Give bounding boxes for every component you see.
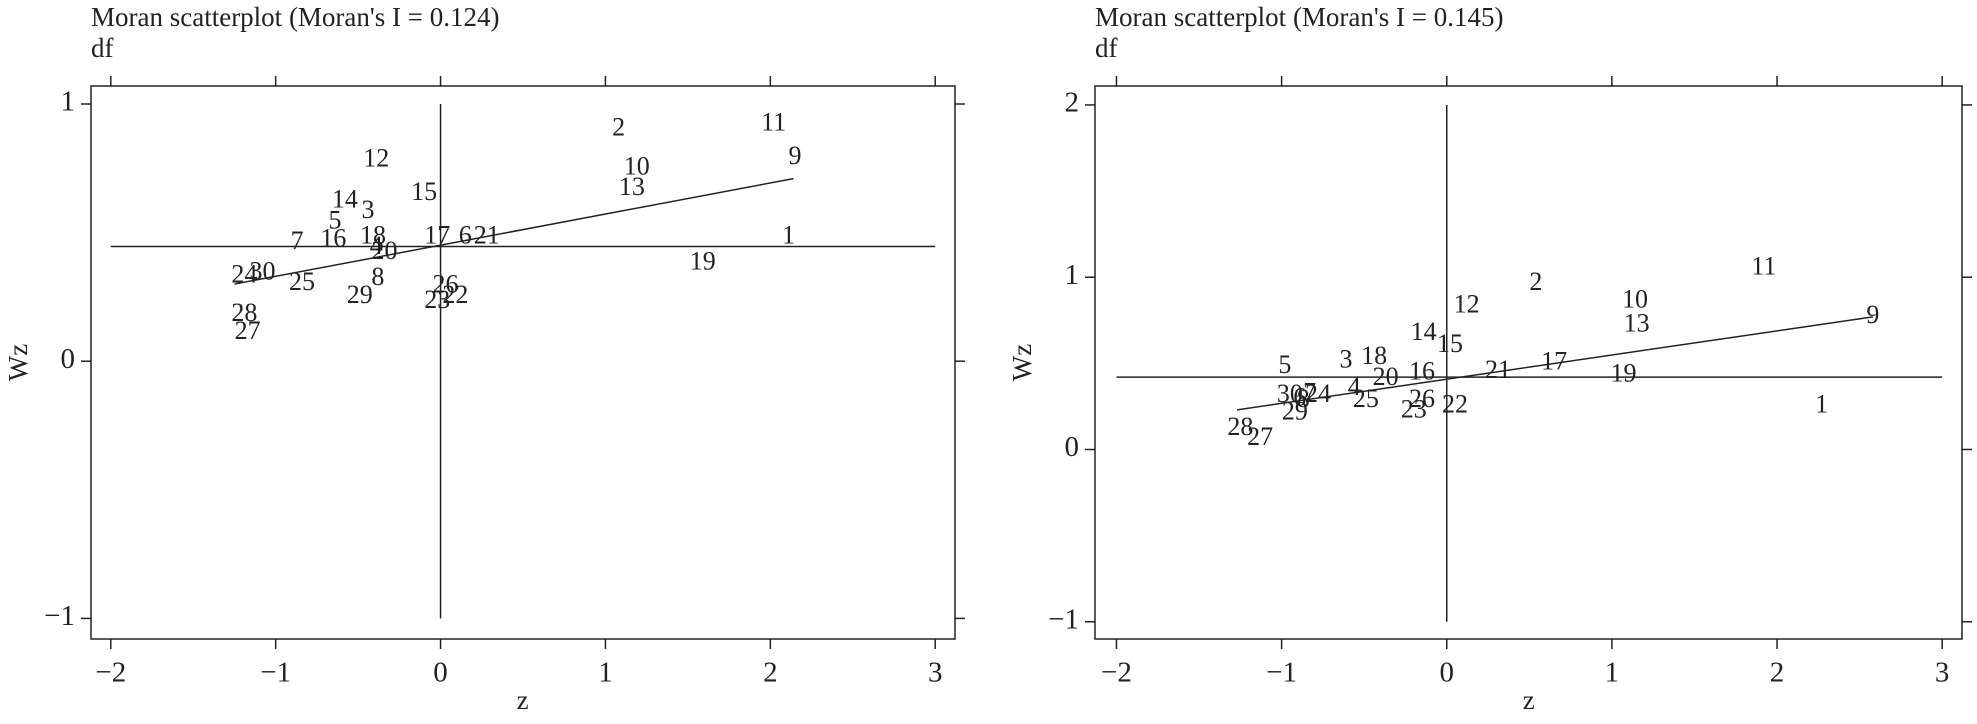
point-label: 6	[1293, 383, 1306, 412]
point-label: 25	[1353, 384, 1379, 413]
x-tick-label: 3	[1935, 657, 1950, 689]
fit-line	[234, 177, 794, 285]
point-label: 28	[231, 298, 257, 327]
point-label: 8	[371, 262, 384, 291]
point-label: 19	[690, 246, 716, 275]
y-tick-label: −1	[44, 600, 75, 632]
point-label: 6	[459, 221, 472, 250]
point-label: 12	[1454, 289, 1480, 318]
x-axis-label: z	[1523, 685, 1535, 715]
point-label: 22	[442, 280, 468, 309]
fit-line	[1236, 316, 1873, 411]
x-tick-label: −1	[1266, 657, 1297, 689]
point-label: 1	[782, 221, 795, 250]
scatter-chart: Moran scatterplot (Moran's I = 0.124)df −…	[3, 2, 965, 715]
x-tick-label: 0	[433, 657, 448, 689]
y-axis-label: Wz	[3, 344, 33, 381]
x-tick-label: −2	[1101, 657, 1132, 689]
point-label: 3	[1340, 345, 1353, 374]
point-label: 21	[1485, 355, 1511, 384]
x-tick-label: 1	[598, 657, 613, 689]
point-label: 27	[1247, 422, 1273, 451]
point-label: 13	[619, 172, 645, 201]
point-label: 7	[1303, 377, 1316, 406]
point-label: 4	[1348, 372, 1361, 401]
y-tick-label: 1	[1065, 259, 1080, 291]
point-label: 11	[1751, 252, 1776, 281]
point-label: 9	[789, 141, 802, 170]
chart-title: Moran scatterplot (Moran's I = 0.124)	[91, 2, 500, 32]
point-label: 28	[1227, 412, 1253, 441]
y-tick-label: 0	[1065, 431, 1080, 463]
point-label: 5	[329, 205, 342, 234]
chart-subtitle: df	[1095, 33, 1118, 63]
point-label: 30	[1277, 379, 1303, 408]
point-label: 18	[360, 221, 386, 250]
point-label: 20	[371, 236, 397, 265]
point-label: 4	[370, 231, 383, 260]
x-tick-label: 0	[1440, 657, 1455, 689]
point-label: 16	[320, 223, 346, 252]
point-label: 2	[1529, 267, 1542, 296]
point-label: 14	[1411, 317, 1437, 346]
point-label: 29	[347, 280, 373, 309]
x-tick-label: −1	[260, 657, 291, 689]
x-tick-label: 3	[928, 657, 943, 689]
point-label: 17	[424, 221, 450, 250]
point-label: 12	[363, 144, 389, 173]
point-label: 1	[1815, 389, 1828, 418]
point-label: 5	[1278, 350, 1291, 379]
point-label: 17	[1541, 346, 1567, 375]
point-label: 24	[231, 259, 257, 288]
chart-title: Moran scatterplot (Moran's I = 0.145)	[1095, 2, 1504, 32]
point-label: 23	[424, 285, 450, 314]
point-label: 8	[1297, 384, 1310, 413]
y-axis-label: Wz	[1007, 344, 1037, 381]
point-label: 19	[1610, 358, 1636, 387]
point-label: 26	[1409, 384, 1435, 413]
x-tick-label: 1	[1605, 657, 1620, 689]
x-axis-label: z	[517, 685, 529, 715]
scatter-chart: Moran scatterplot (Moran's I = 0.145)df −…	[1007, 2, 1972, 715]
y-tick-label: −1	[1048, 603, 1079, 635]
point-label: 22	[1442, 389, 1468, 418]
point-label: 9	[1866, 300, 1879, 329]
y-tick-label: 0	[61, 343, 76, 375]
point-label: 10	[1622, 284, 1648, 313]
point-label: 14	[332, 185, 358, 214]
point-label: 21	[474, 221, 500, 250]
point-label: 10	[624, 151, 650, 180]
point-label: 30	[249, 257, 275, 286]
point-label: 18	[1361, 341, 1387, 370]
point-label: 3	[362, 195, 375, 224]
point-label: 26	[433, 270, 459, 299]
point-label: 15	[1437, 329, 1463, 358]
y-tick-label: 2	[1065, 87, 1080, 119]
y-tick-label: 1	[61, 86, 76, 118]
point-label: 23	[1401, 395, 1427, 424]
point-label: 13	[1624, 308, 1650, 337]
point-label: 11	[761, 108, 786, 137]
point-label: 29	[1282, 396, 1308, 425]
point-label: 27	[235, 316, 261, 345]
point-label: 25	[289, 267, 315, 296]
point-label: 16	[1409, 357, 1435, 386]
chart-subtitle: df	[91, 33, 114, 63]
x-tick-label: 2	[763, 657, 778, 689]
point-label: 7	[291, 226, 304, 255]
point-label: 20	[1373, 362, 1399, 391]
x-tick-label: −2	[95, 657, 126, 689]
point-label: 2	[612, 113, 625, 142]
point-label: 24	[1305, 379, 1331, 408]
x-tick-label: 2	[1770, 657, 1785, 689]
plot-frame	[1094, 85, 1963, 640]
plot-frame	[90, 85, 956, 640]
point-label: 15	[411, 177, 437, 206]
